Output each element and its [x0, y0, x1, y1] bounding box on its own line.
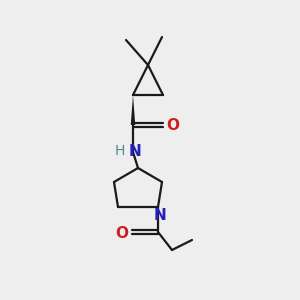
- Text: O: O: [116, 226, 128, 241]
- Text: N: N: [154, 208, 166, 223]
- Polygon shape: [131, 95, 135, 125]
- Text: H: H: [115, 144, 125, 158]
- Text: O: O: [167, 118, 179, 133]
- Text: N: N: [129, 145, 141, 160]
